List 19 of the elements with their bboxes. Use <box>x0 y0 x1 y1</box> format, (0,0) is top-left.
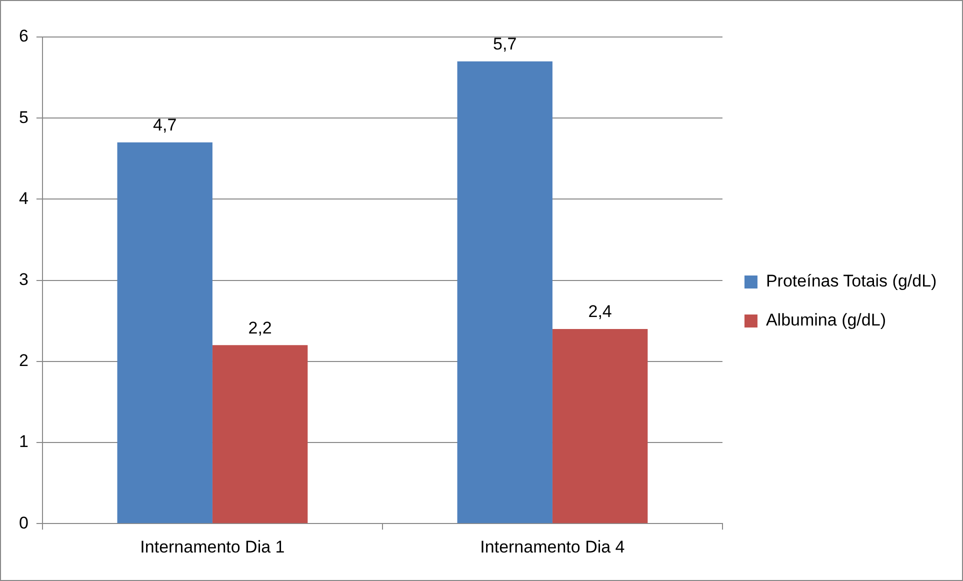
data-label: 5,7 <box>493 34 517 54</box>
x-tick-label: Internamento Dia 1 <box>140 537 285 556</box>
x-tick-label: Internamento Dia 4 <box>480 537 625 556</box>
y-tick-label: 5 <box>18 108 28 127</box>
data-label: 4,7 <box>153 116 177 135</box>
legend-label: Proteínas Totais (g/dL) <box>766 272 937 291</box>
y-tick-label: 0 <box>18 513 28 532</box>
legend-label: Albumina (g/dL) <box>766 310 886 330</box>
bar <box>117 142 212 524</box>
y-tick-label: 2 <box>18 351 28 370</box>
bar <box>457 61 552 524</box>
data-label: 2,4 <box>588 302 612 322</box>
data-label: 2,2 <box>248 318 272 338</box>
y-tick-label: 3 <box>18 270 28 289</box>
bar <box>552 328 648 524</box>
bar <box>212 345 308 524</box>
y-tick-label: 4 <box>18 188 28 208</box>
y-tick-label: 6 <box>18 26 28 46</box>
y-tick-label: 1 <box>18 432 28 452</box>
